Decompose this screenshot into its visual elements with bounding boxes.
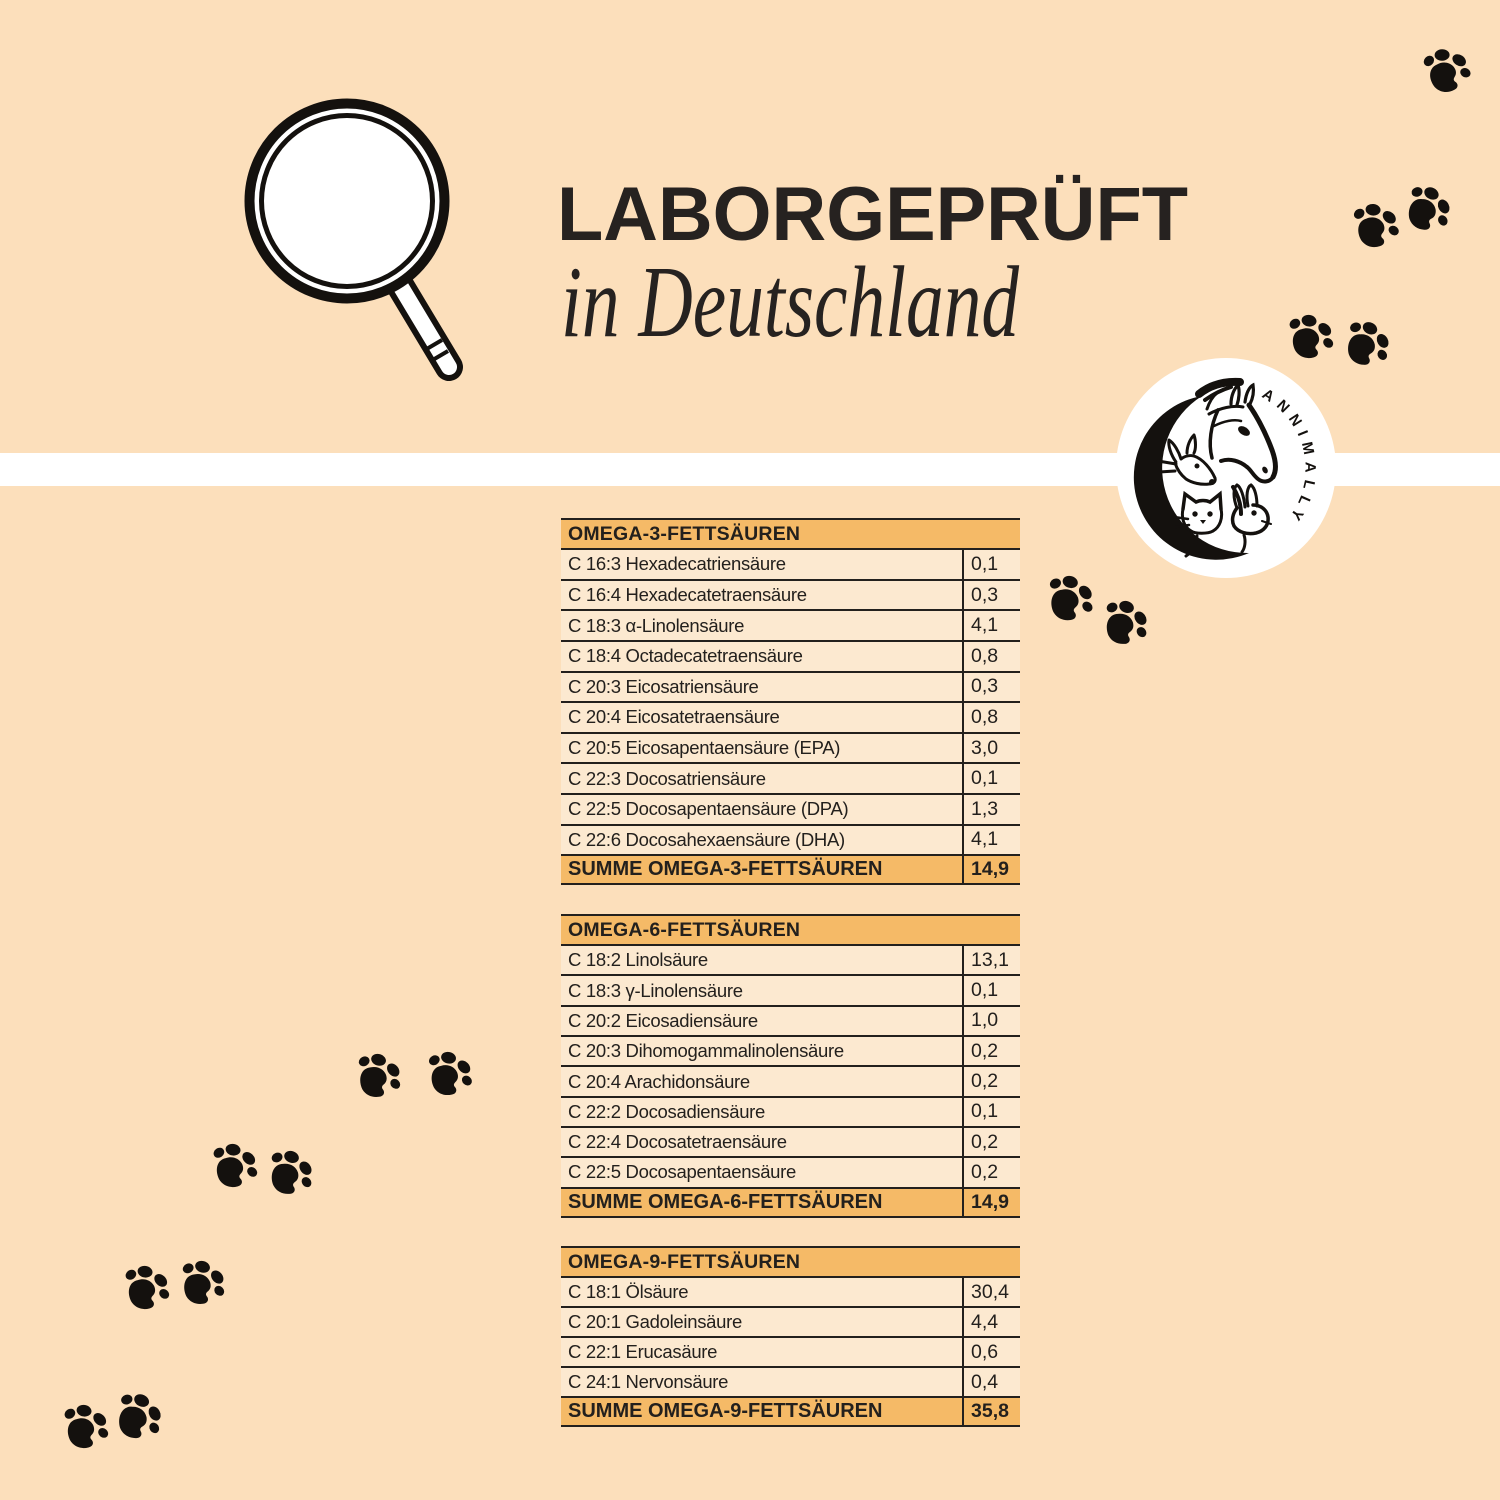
svg-text:LABORGEPRÜFT: LABORGEPRÜFT [557,172,1188,257]
svg-text:in Deutschland: in Deutschland [561,246,1020,359]
